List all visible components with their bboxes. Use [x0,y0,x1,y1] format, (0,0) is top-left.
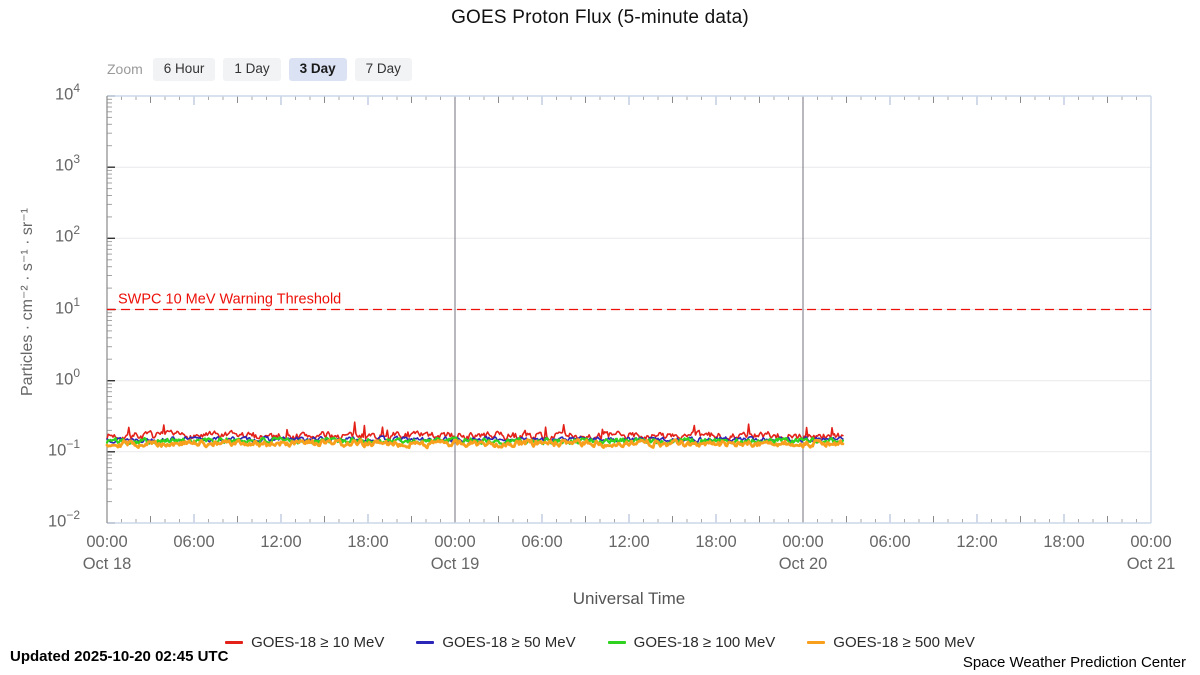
x-tick-label: 06:00 [845,533,935,552]
legend-item[interactable]: GOES-18 ≥ 100 MeV [607,634,776,651]
x-tick-time: 12:00 [260,533,302,551]
zoom-option-7-day[interactable]: 7 Day [354,58,412,81]
x-tick-time: 00:00 [1130,533,1172,551]
x-tick-time: 12:00 [956,533,998,551]
x-tick-date: Oct 19 [430,555,480,573]
x-tick-time: 06:00 [521,533,563,551]
x-tick-time: 00:00 [434,533,476,551]
credit-text: Space Weather Prediction Center [962,654,1186,671]
legend-swatch [225,641,244,644]
x-tick-time: 18:00 [1043,533,1085,551]
x-tick-label: 06:00 [149,533,239,552]
x-tick-time: 12:00 [608,533,650,551]
x-tick-label: 18:00 [1019,533,1109,552]
x-tick-time: 00:00 [782,533,824,551]
legend-label: GOES-18 ≥ 10 MeV [251,634,385,651]
y-tick-label: 100 [54,365,80,389]
x-tick-time: 18:00 [695,533,737,551]
legend-swatch [416,641,435,644]
x-tick-time: 18:00 [347,533,389,551]
x-tick-time: 06:00 [173,533,215,551]
y-tick-label: 102 [54,223,80,246]
zoom-buttons: 6 Hour 1 Day 3 Day 7 Day [152,58,412,81]
x-tick-date: Oct 20 [778,555,828,573]
zoom-option-3-day[interactable]: 3 Day [288,58,347,81]
warning-threshold-label: SWPC 10 MeV Warning Threshold [118,292,341,308]
y-tick-label: 104 [54,81,80,104]
x-tick-label: 18:00 [671,533,761,552]
zoom-option-1-day[interactable]: 1 Day [223,58,281,81]
x-tick-label: 12:00 [584,533,674,552]
legend-item[interactable]: GOES-18 ≥ 50 MeV [416,634,576,651]
legend: GOES-18 ≥ 10 MeV GOES-18 ≥ 50 MeV GOES-18 … [0,634,1200,651]
zoom-option-6-hour[interactable]: 6 Hour [152,58,216,81]
legend-item[interactable]: GOES-18 ≥ 500 MeV [807,634,975,651]
x-tick-date: Oct 18 [82,555,132,573]
page-title: GOES Proton Flux (5-minute data) [451,7,749,28]
zoom-control: Zoom 6 Hour 1 Day 3 Day 7 Day [107,58,412,81]
legend-swatch [807,641,826,644]
y-tick-label: 103 [54,152,80,175]
x-tick-label: 18:00 [323,533,413,552]
series-line [106,421,844,442]
zoom-control-label: Zoom [107,61,143,78]
legend-label: GOES-18 ≥ 50 MeV [442,634,576,651]
y-tick-label: 10−1 [47,436,80,460]
x-axis-title: Universal Time [572,589,686,608]
legend-label: GOES-18 ≥ 500 MeV [833,634,975,651]
x-tick-label: 12:00 [236,533,326,552]
y-tick-label: 10−2 [47,508,80,531]
x-tick-time: 06:00 [869,533,911,551]
x-tick-time: 00:00 [86,533,128,551]
x-tick-label: 00:00 Oct 21 [1106,533,1196,574]
series-line [105,438,845,450]
legend-swatch [607,641,626,644]
x-tick-label: 00:00 Oct 20 [758,533,848,574]
legend-item[interactable]: GOES-18 ≥ 10 MeV [225,634,384,651]
x-tick-label: 06:00 [497,533,587,552]
updated-timestamp: Updated 2025-10-20 02:45 UTC [10,648,229,665]
x-tick-label: 00:00 Oct 19 [410,533,500,574]
x-tick-label: 12:00 [932,533,1022,552]
x-tick-date: Oct 21 [1126,555,1176,573]
y-tick-label: 101 [54,294,80,318]
legend-label: GOES-18 ≥ 100 MeV [633,634,776,651]
x-tick-label: 00:00 Oct 18 [62,533,152,574]
